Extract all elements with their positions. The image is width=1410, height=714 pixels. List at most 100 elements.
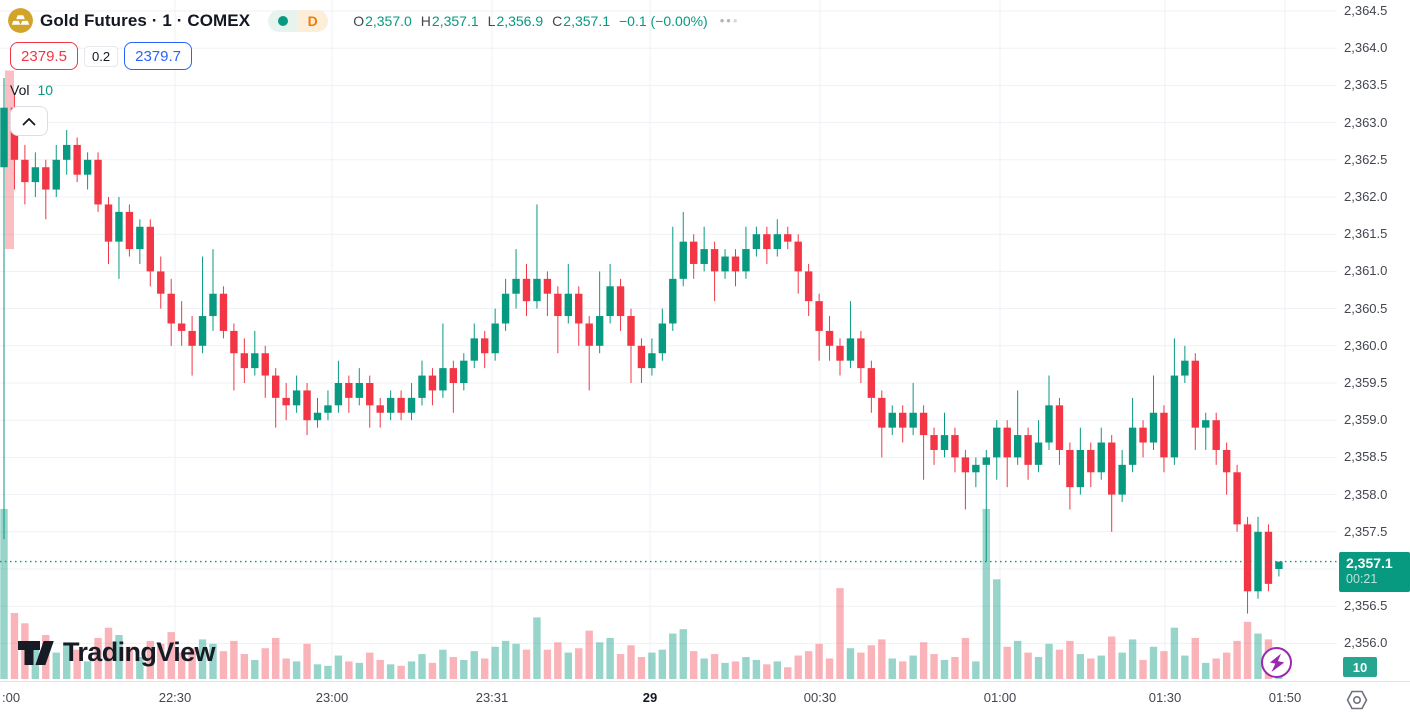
candle-body <box>1118 464 1126 495</box>
candle-body <box>428 375 437 391</box>
candle-body <box>930 435 938 450</box>
candle-body <box>1191 360 1199 428</box>
chevron-up-icon <box>22 117 36 125</box>
candle-body <box>533 278 541 302</box>
candle-body <box>1139 427 1147 443</box>
volume-bar <box>501 640 510 679</box>
candle-body <box>63 144 71 160</box>
volume-bar <box>710 654 719 679</box>
candle-body <box>940 435 949 450</box>
candle-body <box>919 412 928 436</box>
gold-bars-icon <box>8 8 33 33</box>
volume-bar <box>669 633 677 679</box>
tradingview-wordmark: TradingView <box>63 637 216 667</box>
volume-bar <box>993 579 1001 679</box>
candle-body <box>83 159 92 175</box>
volume-bar <box>784 667 792 679</box>
candle-body <box>648 353 656 369</box>
volume-bar <box>1222 652 1231 679</box>
price-axis-label: 2,358.5 <box>1344 449 1388 465</box>
trade-panel: 2379.5 0.2 2379.7 <box>10 42 193 70</box>
tradingview-logo[interactable]: TradingView <box>18 637 216 668</box>
volume-bar <box>167 632 175 679</box>
price-axis-label: 2,364.5 <box>1344 3 1388 18</box>
volume-bar <box>115 635 123 679</box>
candle-body <box>251 353 259 369</box>
volume-bar <box>1055 649 1064 679</box>
candle-body <box>522 278 531 302</box>
volume-bar <box>334 655 343 679</box>
volume-bar <box>376 659 384 679</box>
candle-body <box>94 159 102 205</box>
highlighted-bar <box>5 70 14 250</box>
buy-button[interactable]: 2379.7 <box>124 42 193 70</box>
candle-body <box>710 249 719 272</box>
volume-bar <box>1128 639 1137 679</box>
volume-bar <box>240 654 249 679</box>
volume-bar <box>1013 640 1022 679</box>
volume-bar <box>136 657 144 679</box>
candle-body <box>773 234 781 250</box>
volume-bar <box>825 658 834 679</box>
time-axis[interactable]: :00 22:30 23:00 23:31 29 00:30 01:00 01:30 01:50 <box>0 681 1410 714</box>
candle-body <box>637 345 646 369</box>
bar-countdown: 00:21 <box>1346 572 1378 586</box>
volume-bar <box>951 657 959 679</box>
volume-bar <box>125 646 134 679</box>
candle-body <box>177 323 186 331</box>
price-axis-label: 2,356.0 <box>1344 635 1388 651</box>
volume-bar <box>1139 659 1147 679</box>
volume-bar <box>575 648 583 679</box>
volume-bar <box>157 643 165 679</box>
more-options-button[interactable]: ••• <box>719 13 740 28</box>
candle-body <box>376 405 384 413</box>
symbol-legend: Gold Futures · 1 · COMEX D O 2,357.0 H 2,35… <box>8 8 739 33</box>
candle-body <box>1003 427 1011 458</box>
volume-bar <box>230 640 238 679</box>
volume-bar <box>522 649 531 679</box>
candle-body <box>198 316 207 346</box>
volume-bar <box>282 658 290 679</box>
candle-body <box>418 375 426 398</box>
ohlc-value: 2,357.0 <box>365 12 412 29</box>
volume-bar <box>919 642 928 679</box>
symbol-title[interactable]: Gold Futures · 1 · COMEX <box>40 10 251 30</box>
ohlc-value: 2,357.1 <box>431 12 479 29</box>
candle-body <box>512 278 520 294</box>
volume-bar <box>1149 646 1158 679</box>
sell-button[interactable]: 2379.5 <box>10 42 78 70</box>
market-status-pill[interactable]: D <box>268 9 329 32</box>
volume-bar <box>177 652 186 679</box>
volume-bar <box>658 649 667 679</box>
candle-body <box>763 234 771 250</box>
candle-body <box>982 457 990 465</box>
candle-body <box>731 256 740 272</box>
ohlc-value: 2,356.9 <box>496 12 544 29</box>
time-axis-label: 01:00 <box>983 690 1017 705</box>
candle-body <box>366 383 374 406</box>
candle-body <box>972 464 980 473</box>
volume-bar <box>878 639 886 679</box>
volume-bar <box>1170 627 1179 679</box>
boost-button[interactable] <box>1261 647 1292 678</box>
volume-bar <box>982 508 990 679</box>
volume-bar <box>386 664 395 679</box>
candle-body <box>564 293 572 317</box>
volume-bar <box>930 654 938 679</box>
candle-body <box>846 338 855 361</box>
scale-settings-button[interactable] <box>1345 688 1369 712</box>
ohlc-key: C <box>552 12 563 29</box>
candle-body <box>1212 420 1220 450</box>
volume-bar <box>773 661 781 679</box>
volume-bar <box>397 665 405 679</box>
candle-body <box>439 368 447 391</box>
volume-bar <box>209 643 217 679</box>
volume-bar <box>1160 651 1168 679</box>
collapse-panel-button[interactable] <box>10 106 48 136</box>
volume-bar <box>83 661 92 679</box>
price-axis-label: 2,359.5 <box>1344 375 1388 390</box>
candle-body <box>909 412 917 428</box>
volume-bar <box>554 642 562 679</box>
volume-bar <box>846 648 855 679</box>
